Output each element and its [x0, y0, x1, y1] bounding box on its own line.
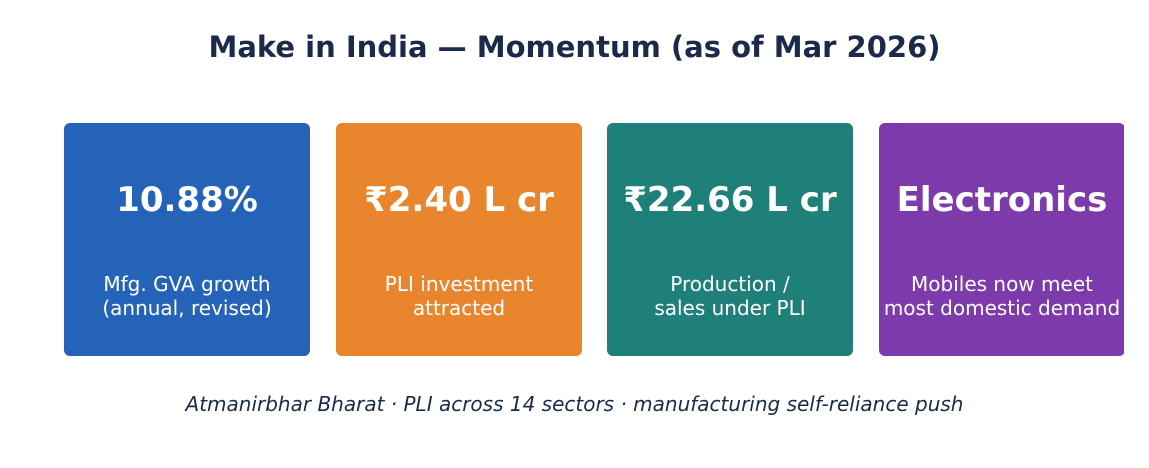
card-label: attracted: [412, 296, 506, 320]
card-label: PLI investment: [384, 272, 534, 296]
footer: Atmanirbhar Bharat · PLI across 14 secto…: [185, 392, 964, 416]
card-label: Mobiles now meet: [911, 272, 1093, 296]
card-label: Production /: [670, 272, 790, 296]
card-label: most domestic demand: [883, 296, 1121, 320]
card-value: Electronics: [896, 180, 1108, 220]
card-label: (annual, revised): [102, 296, 272, 320]
card-value: ₹2.40 L cr: [364, 180, 554, 220]
card: 10.88% Mfg. GVA growth (annual, revised): [64, 123, 310, 356]
card-value: ₹22.66 L cr: [623, 180, 837, 220]
card-label: sales under PLI: [654, 296, 806, 320]
title: Make in India — Momentum (as of Mar 2026…: [208, 30, 941, 64]
card: Electronics Mobiles now meet most domestic…: [879, 123, 1124, 356]
card: ₹2.40 L cr PLI investment attracted: [336, 123, 582, 356]
card: ₹22.66 L cr Production / sales under PLI: [607, 123, 853, 356]
cards: 10.88% Mfg. GVA growth (annual, revised) ₹2…: [64, 123, 1124, 356]
card-value: 10.88%: [116, 180, 258, 220]
card-label: Mfg. GVA growth: [103, 272, 271, 296]
